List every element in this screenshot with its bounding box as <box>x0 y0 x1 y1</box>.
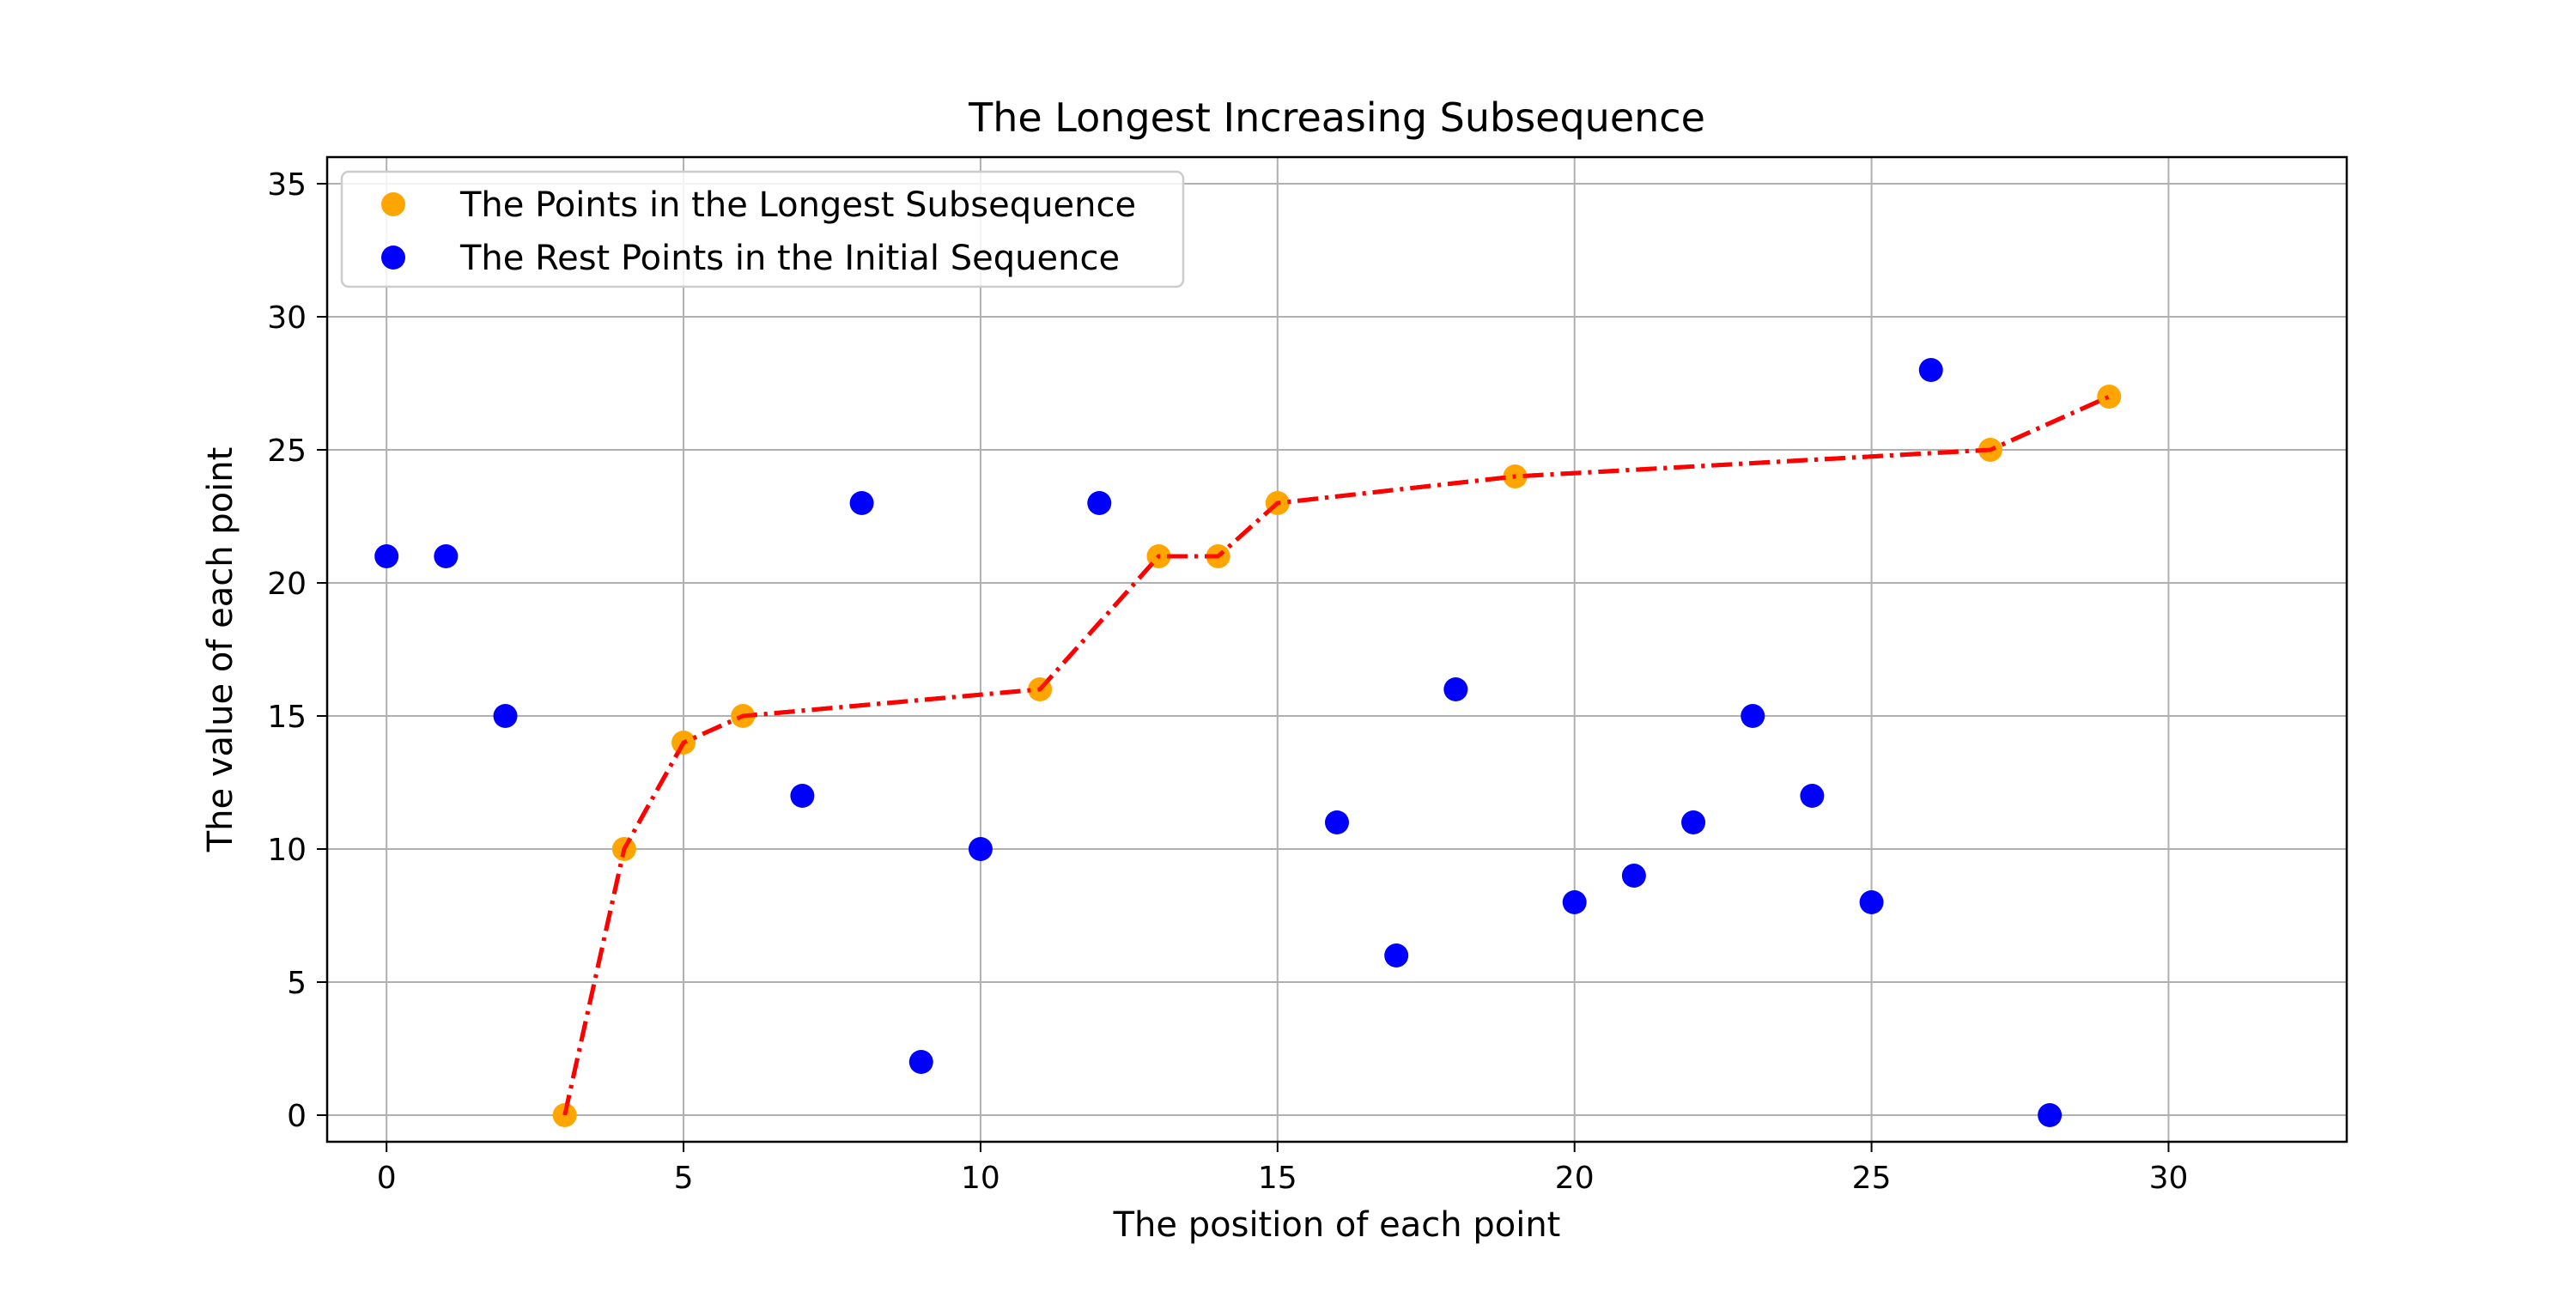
rest-point <box>1621 864 1646 888</box>
legend-label-rest: The Rest Points in the Initial Sequence <box>459 239 1120 278</box>
y-axis-label: The value of each point <box>201 447 240 853</box>
x-tick-label: 15 <box>1258 1161 1297 1196</box>
rest-point <box>1800 784 1825 808</box>
rest-point <box>1918 358 1943 382</box>
rest-point <box>2038 1103 2063 1127</box>
rest-point <box>908 1050 933 1074</box>
rest-point <box>849 491 874 515</box>
rest-point <box>374 544 399 568</box>
subsequence-connecting-line <box>562 394 2111 1116</box>
subsequence-line-layer <box>562 394 2111 1116</box>
legend-marker-rest <box>381 246 405 270</box>
axis-ticks: 0 5 10 15 20 25 30 0 5 10 15 20 25 30 35 <box>267 167 2188 1196</box>
rest-point <box>1087 491 1112 515</box>
rest-point <box>1859 890 1884 914</box>
subsequence-point <box>2097 385 2122 409</box>
x-tick-label: 25 <box>1852 1161 1892 1196</box>
rest-point <box>968 837 993 861</box>
legend-label-subsequence: The Points in the Longest Subsequence <box>459 185 1136 225</box>
rest-point <box>1443 677 1468 701</box>
rest-point <box>790 784 815 808</box>
rest-point <box>493 704 518 728</box>
rest-point <box>434 544 459 568</box>
y-tick-label: 10 <box>267 833 307 868</box>
x-tick-label: 30 <box>2149 1161 2189 1196</box>
legend-marker-subsequence <box>381 192 405 216</box>
y-tick-label: 5 <box>287 966 307 1001</box>
legend: The Points in the Longest Subsequence Th… <box>340 170 1185 288</box>
x-tick-label: 5 <box>674 1161 694 1196</box>
data-points-layer <box>374 358 2122 1127</box>
y-tick-label: 30 <box>267 300 307 336</box>
y-tick-label: 25 <box>267 434 307 469</box>
grid-lines <box>327 157 2347 1142</box>
y-tick-label: 35 <box>267 167 307 203</box>
chart-title: The Longest Increasing Subsequence <box>968 94 1705 141</box>
x-axis-label: The position of each point <box>1113 1205 1561 1245</box>
rest-point <box>1681 810 1706 834</box>
x-tick-label: 20 <box>1555 1161 1595 1196</box>
rest-point <box>1325 810 1349 834</box>
legend-box <box>340 170 1185 288</box>
x-tick-label: 10 <box>961 1161 1000 1196</box>
subsequence-connecting-line-overlay <box>562 394 2111 1116</box>
x-tick-label: 0 <box>377 1161 397 1196</box>
y-tick-label: 15 <box>267 700 307 735</box>
plot-frame <box>325 155 2348 1143</box>
y-tick-label: 20 <box>267 567 307 602</box>
rest-point <box>1741 704 1765 728</box>
rest-point <box>1562 890 1587 914</box>
rest-point <box>1384 943 1409 967</box>
y-tick-label: 0 <box>287 1099 307 1134</box>
